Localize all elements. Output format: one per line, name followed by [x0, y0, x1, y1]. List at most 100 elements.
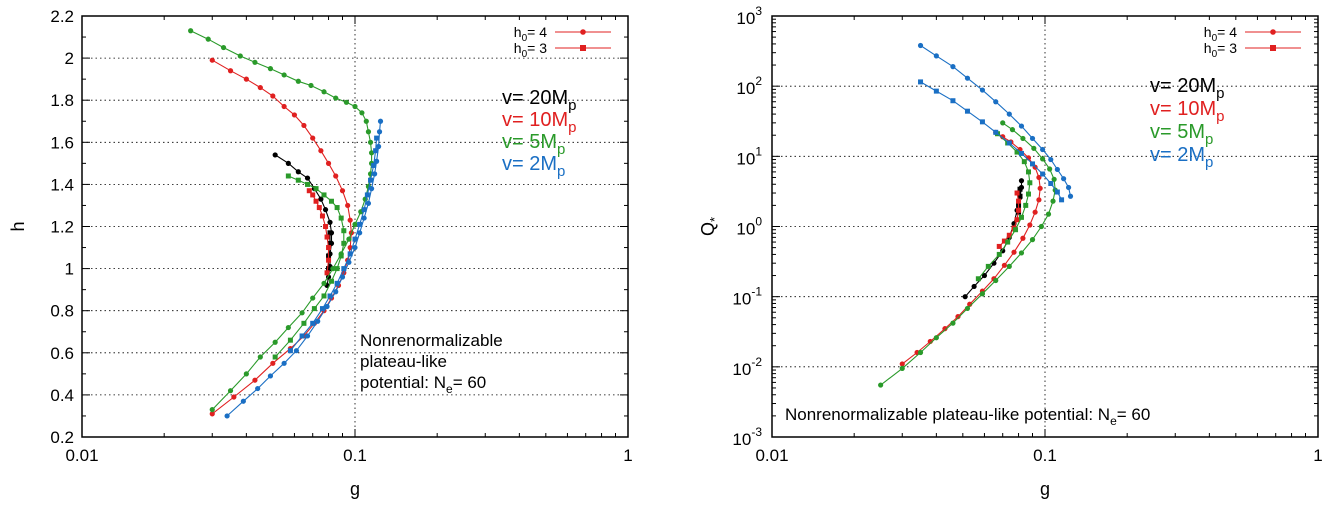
annotation-sub: e — [446, 382, 453, 396]
series-circle-point — [376, 129, 383, 135]
annotation-text: Nonrenormalizable plateau-like potential… — [785, 405, 1110, 424]
series-circle-point — [917, 42, 924, 49]
v-label-main: v= 20M — [1150, 75, 1216, 97]
series-square-point — [323, 224, 329, 229]
v-label-sub: p — [1216, 108, 1224, 125]
x-tick-label: 0.1 — [343, 446, 367, 465]
series-line — [289, 138, 378, 352]
series-circle-point — [255, 385, 261, 392]
series-circle-point — [917, 349, 924, 356]
series-square-point — [326, 266, 332, 272]
series-square-point — [1006, 232, 1012, 238]
v-label: v= 2Mp — [1150, 144, 1213, 171]
series-square-point — [1018, 150, 1024, 156]
series-circle-point — [1006, 263, 1012, 269]
series-circle-point — [964, 305, 971, 312]
series-square-point — [295, 177, 301, 183]
series-circle-point — [981, 272, 988, 279]
series-circle-point — [1050, 198, 1056, 204]
y-tick-base: 10 — [732, 430, 751, 449]
y-tick-label: 10-2 — [732, 355, 762, 379]
v-label: v= 5Mp — [1150, 121, 1213, 148]
series-circle-point — [1020, 135, 1026, 142]
series-circle-point — [267, 373, 274, 379]
series-square-point — [341, 266, 347, 272]
series-circle-point — [1031, 145, 1037, 151]
series-circle-point — [1000, 120, 1006, 126]
v-label-sub: p — [557, 163, 565, 180]
series-circle-point — [321, 89, 327, 95]
series-circle-point — [321, 280, 327, 286]
v-label: v= 10Mp — [1150, 98, 1225, 125]
y-tick-label: 1.6 — [50, 133, 74, 152]
series-circle-point — [1018, 123, 1025, 129]
v-label-sub: p — [1216, 85, 1224, 102]
series-square-point — [1027, 180, 1033, 186]
x-tick-label: 1 — [1313, 446, 1322, 465]
series-circle-point — [363, 118, 369, 124]
y-tick-exponent: 1 — [755, 144, 762, 158]
series-circle-point — [1048, 156, 1054, 163]
y-tick-exponent: -2 — [751, 355, 762, 369]
series-circle-point — [318, 196, 324, 202]
series-square-point — [374, 135, 380, 141]
legend-entry-label: h0= 3 — [514, 40, 547, 60]
y-tick-label: 0.2 — [50, 428, 74, 447]
series-square-point — [310, 320, 316, 326]
series-line — [920, 45, 1072, 197]
legend-label-sub: 0 — [522, 49, 528, 60]
series-circle-point — [374, 158, 380, 164]
series-circle-point — [1000, 134, 1006, 140]
v-label-main: v= 10M — [1150, 98, 1216, 120]
y-tick-label: 101 — [736, 144, 762, 168]
y-tick-label: 103 — [736, 4, 762, 28]
series-circle-point — [315, 318, 321, 324]
series-circle-point — [365, 200, 372, 206]
series-circle-point — [942, 326, 948, 332]
series-circle-point — [352, 221, 358, 227]
series-square-point — [1054, 189, 1060, 195]
legend-circle-marker — [580, 29, 586, 35]
x-tick-label: 0.01 — [755, 446, 788, 465]
series-square-point — [328, 198, 334, 204]
series-circle-point — [367, 139, 374, 145]
series-square-point — [319, 213, 325, 219]
series-circle-point — [1037, 185, 1043, 191]
series-line — [901, 131, 1041, 365]
v-label-main: v= 5M — [502, 131, 557, 153]
legend-circle-marker — [1270, 29, 1276, 35]
v-label-sub: p — [1205, 154, 1213, 171]
series-circle-point — [964, 75, 971, 81]
y-tick-exponent: 3 — [755, 4, 762, 18]
x-axis-label: g — [1040, 479, 1050, 499]
series-circle-point — [272, 339, 278, 345]
y-tick-base: 10 — [736, 220, 755, 239]
series-square-point — [311, 306, 317, 312]
y-axis-label-sub: * — [707, 217, 722, 222]
series-square-point — [327, 240, 333, 246]
series-circle-point — [1054, 166, 1060, 173]
series-square-point — [316, 205, 322, 211]
series-square-point — [1014, 217, 1020, 223]
series-line — [274, 154, 333, 286]
series-circle-point — [299, 310, 305, 316]
series-circle-point — [301, 122, 307, 129]
legend-label-sub: 0 — [1212, 49, 1218, 60]
series-square-point — [1016, 198, 1022, 204]
series-square-point — [979, 119, 985, 125]
series-square-point — [1018, 214, 1024, 220]
series-circle-point — [933, 53, 939, 59]
series-circle-point — [243, 76, 249, 82]
legend-label-tail: = 3 — [527, 40, 547, 56]
series-circle-point — [304, 175, 311, 181]
series-square-point — [964, 108, 970, 114]
series-square-point — [287, 348, 293, 354]
series-square-point — [1013, 227, 1019, 233]
legend-label-tail: = 3 — [1217, 40, 1237, 56]
series-square-point — [301, 320, 307, 326]
series-circle-point — [339, 188, 346, 194]
series-circle-point — [1009, 127, 1016, 133]
series-square-point — [950, 98, 956, 104]
series-circle-point — [240, 398, 246, 404]
